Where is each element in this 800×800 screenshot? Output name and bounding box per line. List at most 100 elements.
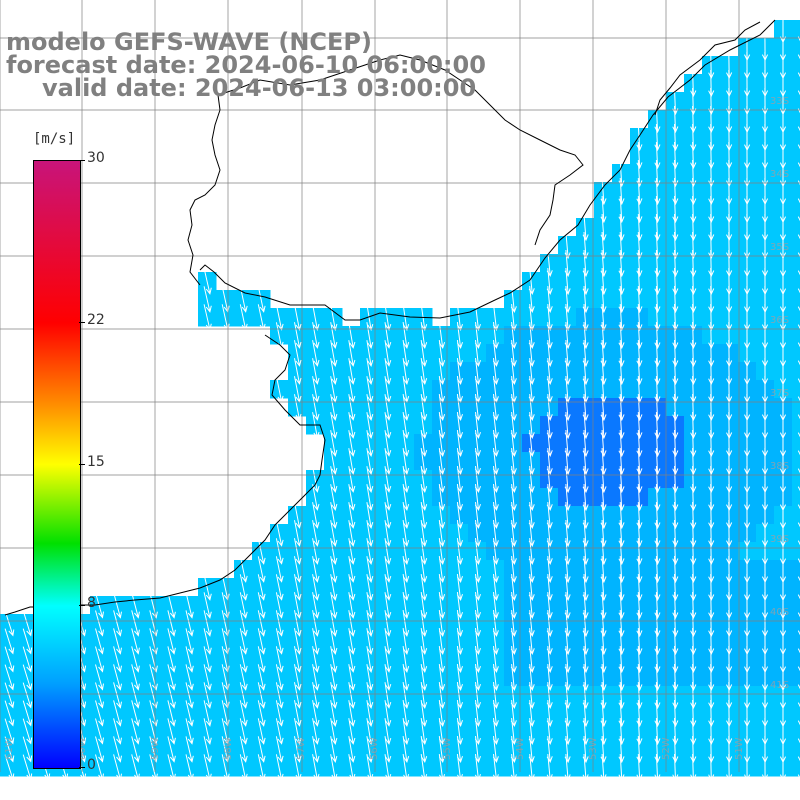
- wind-arrow: [275, 538, 284, 565]
- wind-arrow: [420, 754, 428, 782]
- wind-arrow: [654, 285, 661, 314]
- wind-arrow: [348, 592, 356, 619]
- wind-arrow: [131, 592, 140, 619]
- wind-arrow: [797, 504, 800, 510]
- wind-arrow: [402, 358, 410, 386]
- wind-arrow: [330, 466, 338, 493]
- wind-arrow: [203, 574, 212, 601]
- wind-arrow: [384, 466, 392, 493]
- wind-arrow: [636, 141, 643, 170]
- lat-label: 37S: [770, 388, 789, 399]
- wind-arrow: [618, 519, 625, 548]
- wind-arrow: [366, 574, 374, 601]
- wind-arrow: [654, 159, 661, 188]
- wind-arrow: [294, 340, 302, 367]
- wind-cell: [792, 344, 800, 363]
- wind-arrow: [239, 718, 248, 745]
- wind-arrow: [456, 628, 463, 656]
- wind-arrow: [438, 736, 446, 764]
- wind-arrow: [797, 360, 800, 366]
- wind-arrow: [167, 664, 176, 691]
- wind-arrow: [275, 520, 284, 547]
- wind-arrow: [654, 681, 661, 710]
- wind-arrow: [600, 483, 607, 512]
- wind-cell: [792, 398, 800, 417]
- wind-arrow: [257, 646, 266, 673]
- wind-arrow: [420, 736, 428, 764]
- wind-arrow: [294, 520, 302, 547]
- wind-arrow: [330, 700, 338, 727]
- wind-arrow: [257, 286, 266, 313]
- wind-arrow: [275, 682, 284, 709]
- model-title: modelo GEFS-WAVE (NCEP): [6, 28, 372, 56]
- wind-cell: [792, 488, 800, 507]
- wind-arrow: [420, 574, 428, 602]
- wind-arrow: [672, 645, 679, 674]
- wind-arrow: [420, 592, 428, 620]
- wind-arrow: [582, 753, 589, 782]
- wind-arrow: [797, 432, 800, 438]
- wind-arrow: [312, 466, 320, 493]
- wind-arrow: [348, 466, 356, 493]
- wind-arrow: [366, 718, 374, 745]
- wind-arrow: [257, 592, 266, 619]
- wind-arrow: [456, 610, 463, 638]
- wind-arrow: [95, 754, 104, 781]
- wind-arrow: [4, 754, 15, 781]
- wind-arrow: [456, 466, 463, 494]
- wind-arrow: [618, 537, 625, 566]
- wind-arrow: [312, 556, 320, 583]
- wind-arrow: [438, 610, 446, 638]
- wind-arrow: [257, 574, 266, 601]
- wind-arrow: [402, 520, 410, 548]
- wind-arrow: [167, 610, 176, 637]
- wind-arrow: [456, 520, 463, 548]
- wind-arrow: [797, 108, 800, 114]
- wind-arrow: [113, 700, 122, 727]
- colorbar-tick: [79, 160, 85, 161]
- wind-arrow: [654, 267, 661, 296]
- wind-arrow: [600, 645, 607, 674]
- lon-label: 52W: [661, 737, 672, 760]
- wind-arrow: [275, 646, 284, 673]
- wind-arrow: [348, 412, 356, 439]
- wind-arrow: [257, 700, 266, 727]
- wind-arrow: [618, 573, 625, 602]
- wind-arrow: [708, 753, 715, 782]
- wind-arrow: [672, 411, 679, 440]
- wind-arrow: [672, 141, 679, 170]
- wind-arrow: [456, 574, 463, 602]
- wind-arrow: [22, 628, 33, 655]
- wind-arrow: [275, 664, 284, 691]
- wind-arrow: [203, 718, 212, 745]
- wind-arrow: [618, 159, 625, 188]
- wind-arrow: [330, 574, 338, 601]
- wind-arrow: [402, 304, 410, 332]
- wind-arrow: [95, 646, 104, 673]
- wind-arrow: [636, 717, 643, 746]
- wind-arrow: [600, 717, 607, 746]
- wind-arrow: [420, 484, 428, 512]
- wind-arrow: [618, 627, 625, 656]
- wind-arrow: [690, 303, 697, 332]
- wind-arrow: [384, 754, 392, 781]
- wind-arrow: [672, 303, 679, 332]
- wind-arrow: [438, 556, 446, 584]
- wind-arrow: [636, 699, 643, 728]
- wind-arrow: [797, 612, 800, 618]
- wind-arrow: [113, 718, 122, 745]
- wind-arrow: [456, 394, 463, 422]
- wind-arrow: [402, 484, 410, 512]
- wind-arrow: [366, 520, 374, 547]
- wind-arrow: [366, 592, 374, 619]
- wind-arrow: [402, 700, 410, 728]
- wind-cell: [792, 758, 800, 777]
- wind-arrow: [672, 465, 679, 494]
- wind-arrow: [672, 177, 679, 206]
- wind-arrow: [797, 594, 800, 600]
- wind-arrow: [797, 378, 800, 384]
- wind-arrow: [690, 159, 697, 188]
- wind-arrow: [185, 628, 194, 655]
- wind-arrow: [167, 592, 176, 619]
- wind-arrow: [312, 736, 320, 763]
